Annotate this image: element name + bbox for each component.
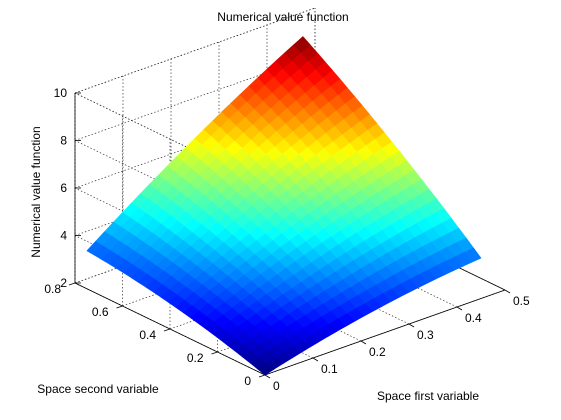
y-tick-mark (258, 374, 266, 378)
y-tick-mark (68, 282, 76, 286)
x-tick-label: 0.5 (513, 294, 530, 308)
y-tick-mark (163, 328, 171, 332)
x-tick-mark (312, 357, 319, 362)
x-tick-mark (456, 306, 463, 311)
z-tick-label: 8 (60, 134, 67, 148)
z-tick-label: 4 (60, 229, 67, 243)
z-tick-label: 10 (54, 86, 68, 100)
y-axis-label: Space second variable (37, 382, 159, 396)
surface-patch (464, 247, 482, 263)
tick-labels: 0 0.1 0.2 0.3 0.4 0.5 0 0.2 0.4 0.6 0.8 2 4 6 8 10 (44, 86, 530, 393)
x-axis-line (264, 289, 506, 376)
z-axis-label: Numerical value function (29, 126, 43, 257)
x-tick-mark (264, 374, 271, 379)
y-tick-mark (116, 305, 123, 309)
x-tick-mark (504, 289, 511, 294)
box-edge (74, 7, 316, 94)
y-tick-mark (211, 351, 218, 355)
x-tick-label: 0.3 (417, 328, 434, 342)
x-tick-label: 0.4 (465, 311, 482, 325)
y-tick-label: 0 (244, 374, 251, 388)
chart-title: Numerical value function (217, 10, 348, 24)
z-tick-label: 6 (60, 181, 67, 195)
y-tick-label: 0.4 (139, 328, 156, 342)
surface-mesh (86, 36, 482, 376)
x-tick-label: 0.2 (369, 345, 386, 359)
y-tick-label: 0.2 (187, 351, 204, 365)
z-tick-label: 2 (60, 276, 67, 290)
x-tick-mark (408, 323, 415, 328)
x-tick-label: 0.1 (321, 362, 338, 376)
x-axis-label: Space first variable (377, 389, 479, 403)
y-tick-label: 0.8 (44, 282, 61, 296)
x-tick-label: 0 (273, 379, 280, 393)
y-tick-label: 0.6 (92, 305, 109, 319)
grid-line (74, 55, 316, 141)
x-tick-mark (360, 340, 367, 345)
